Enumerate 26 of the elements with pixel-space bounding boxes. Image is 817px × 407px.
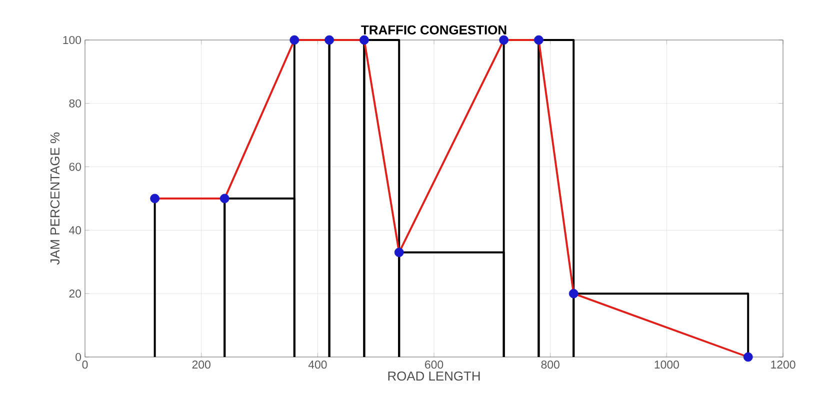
x-tick-label: 600 (425, 360, 444, 369)
point (743, 352, 753, 362)
point (324, 35, 334, 45)
y-tick-label: 80 (69, 99, 82, 108)
x-axis-title: ROAD LENGTH (388, 371, 480, 381)
y-tick-label: 60 (69, 162, 82, 171)
y-tick-label: 40 (69, 226, 82, 234)
chart-title: TRAFFIC CONGESTION (361, 25, 506, 34)
point (499, 35, 509, 45)
x-tick-label: 1200 (771, 360, 796, 369)
point (150, 194, 160, 204)
y-tick-label: 20 (69, 290, 82, 298)
x-tick-label: 400 (308, 360, 327, 369)
point (220, 194, 230, 204)
x-tick-label: 1000 (654, 360, 679, 369)
point (290, 35, 300, 45)
x-tick-label: 200 (192, 360, 210, 369)
point (534, 35, 544, 45)
point (360, 35, 369, 45)
y-axis-title: JAM PERCENTAGE % (50, 132, 60, 265)
point (394, 248, 404, 258)
point (568, 288, 578, 298)
y-tick-label: 100 (63, 36, 82, 44)
x-tick-label: 0 (82, 360, 88, 369)
x-tick-label: 800 (541, 360, 560, 369)
y-tick-label: 0 (76, 352, 82, 362)
